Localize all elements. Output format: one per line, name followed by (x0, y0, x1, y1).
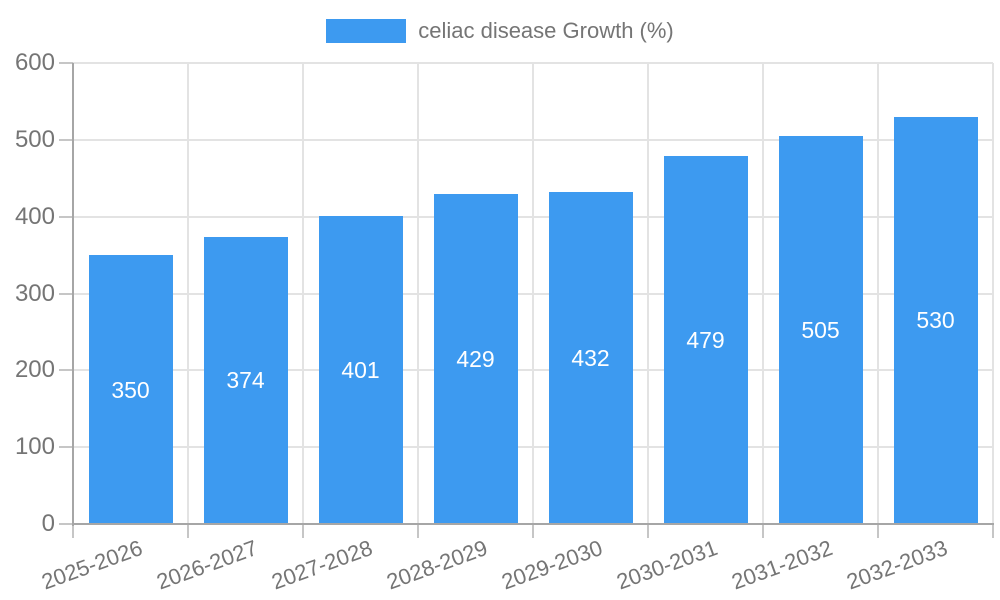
y-axis-tick-label: 100 (14, 433, 55, 461)
y-axis-tick-label: 500 (14, 125, 55, 153)
horizontal-gridline (73, 62, 993, 64)
y-axis-tick-label: 200 (14, 356, 55, 384)
horizontal-gridline (73, 292, 993, 295)
legend-item[interactable]: celiac disease Growth (%) (326, 18, 674, 44)
y-axis-tick-label: 300 (14, 279, 55, 307)
x-axis-tick-label: 2030-2031 (613, 535, 722, 595)
x-axis-tick-label: 2028-2029 (383, 535, 492, 595)
bar[interactable] (433, 194, 518, 524)
horizontal-gridline (73, 215, 993, 218)
y-axis-tick-label: 0 (41, 510, 55, 537)
bar[interactable] (548, 192, 633, 524)
y-axis-tick (59, 62, 73, 64)
horizontal-gridline (73, 138, 993, 141)
y-axis-tick (59, 523, 73, 525)
x-axis-tick (417, 524, 419, 538)
y-axis-tick-label: 600 (14, 49, 55, 76)
y-axis-tick (59, 215, 73, 218)
x-axis-tick-label: 2029-2030 (498, 535, 607, 595)
x-axis-tick (532, 524, 534, 538)
y-axis-tick (59, 446, 73, 449)
bar[interactable] (318, 215, 403, 524)
bar[interactable] (893, 116, 978, 524)
x-axis-tick (302, 524, 304, 538)
bar-value-label: 429 (456, 346, 495, 373)
y-axis-tick (59, 369, 73, 372)
bar[interactable] (203, 236, 288, 524)
x-axis-line (72, 523, 994, 525)
horizontal-gridline (73, 369, 993, 372)
x-axis-tick-label: 2027-2028 (268, 535, 377, 595)
x-axis-tick-label: 2025-2026 (38, 535, 147, 595)
x-axis-tick (647, 524, 649, 538)
legend-swatch-icon (326, 19, 407, 43)
horizontal-gridline (73, 446, 993, 449)
x-axis-tick (762, 524, 764, 538)
legend-label: celiac disease Growth (%) (418, 18, 674, 43)
x-axis-tick (877, 524, 879, 538)
legend: celiac disease Growth (%) (0, 18, 1000, 44)
bar-value-label: 530 (916, 307, 955, 334)
x-axis-tick (72, 524, 74, 538)
x-axis-tick-label: 2032-2033 (843, 535, 952, 595)
bar-value-label: 401 (341, 356, 380, 383)
x-axis-tick (187, 524, 189, 538)
x-axis-tick-label: 2031-2032 (728, 535, 837, 595)
y-axis-tick-label: 400 (14, 202, 55, 230)
y-axis-line (72, 63, 74, 526)
bar[interactable] (663, 155, 748, 524)
bar-value-label: 432 (571, 345, 610, 372)
y-axis-tick (59, 138, 73, 141)
bar[interactable] (778, 135, 863, 524)
x-axis-tick-label: 2026-2027 (153, 535, 262, 595)
x-axis-tick (992, 524, 994, 538)
bar-value-label: 350 (111, 376, 150, 403)
vertical-gridline (992, 63, 994, 524)
bar-value-label: 505 (801, 316, 840, 343)
bar-value-label: 374 (226, 367, 265, 394)
bar-value-label: 479 (686, 326, 725, 353)
y-axis-tick (59, 292, 73, 295)
bar[interactable] (88, 255, 173, 524)
